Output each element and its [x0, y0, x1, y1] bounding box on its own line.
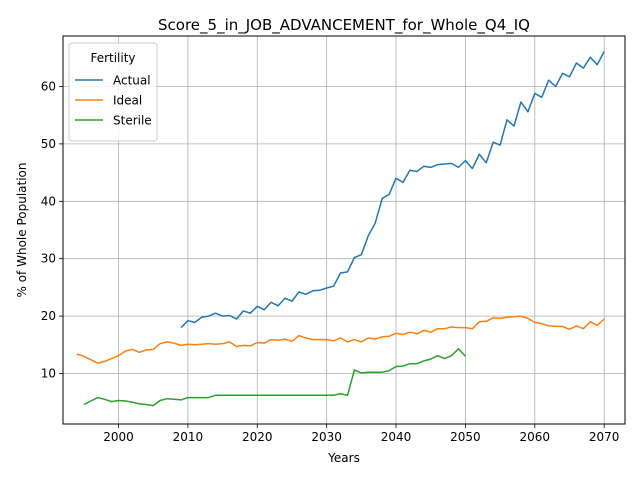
- y-tick-label: 10: [41, 366, 56, 380]
- y-tick-label: 60: [41, 80, 56, 94]
- x-tick-label: 2070: [589, 430, 620, 444]
- y-axis-label: % of Whole Population: [15, 163, 29, 298]
- chart-title: Score_5_in_JOB_ADVANCEMENT_for_Whole_Q4_…: [158, 16, 530, 35]
- x-tick-label: 2050: [450, 430, 481, 444]
- y-tick-label: 50: [41, 137, 56, 151]
- legend: Fertility Actual Ideal Sterile: [68, 42, 158, 142]
- series-line-ideal: [76, 315, 605, 364]
- x-tick-label: 2060: [520, 430, 551, 444]
- x-axis-ticks: 2000 2010 2020 2030 2040 2050 2060 2070: [103, 424, 619, 444]
- x-tick-label: 2000: [103, 430, 134, 444]
- y-tick-label: 20: [41, 309, 56, 323]
- x-axis-label: Years: [327, 451, 360, 465]
- y-tick-label: 40: [41, 194, 56, 208]
- legend-label-ideal: Ideal: [113, 94, 142, 108]
- y-axis-ticks: 10 20 30 40 50 60: [41, 80, 63, 380]
- legend-label-sterile: Sterile: [113, 114, 152, 128]
- series-line-actual: [180, 51, 605, 329]
- legend-title: Fertility: [90, 51, 135, 65]
- legend-label-actual: Actual: [113, 74, 151, 88]
- x-tick-label: 2010: [173, 430, 204, 444]
- legend-box: [68, 42, 158, 142]
- series-layer: [76, 51, 605, 407]
- series-line-sterile: [83, 348, 466, 407]
- x-tick-label: 2030: [311, 430, 342, 444]
- plot-frame: [62, 35, 626, 425]
- x-tick-label: 2020: [242, 430, 273, 444]
- x-tick-label: 2040: [381, 430, 412, 444]
- grid: [63, 36, 625, 424]
- y-tick-label: 30: [41, 252, 56, 266]
